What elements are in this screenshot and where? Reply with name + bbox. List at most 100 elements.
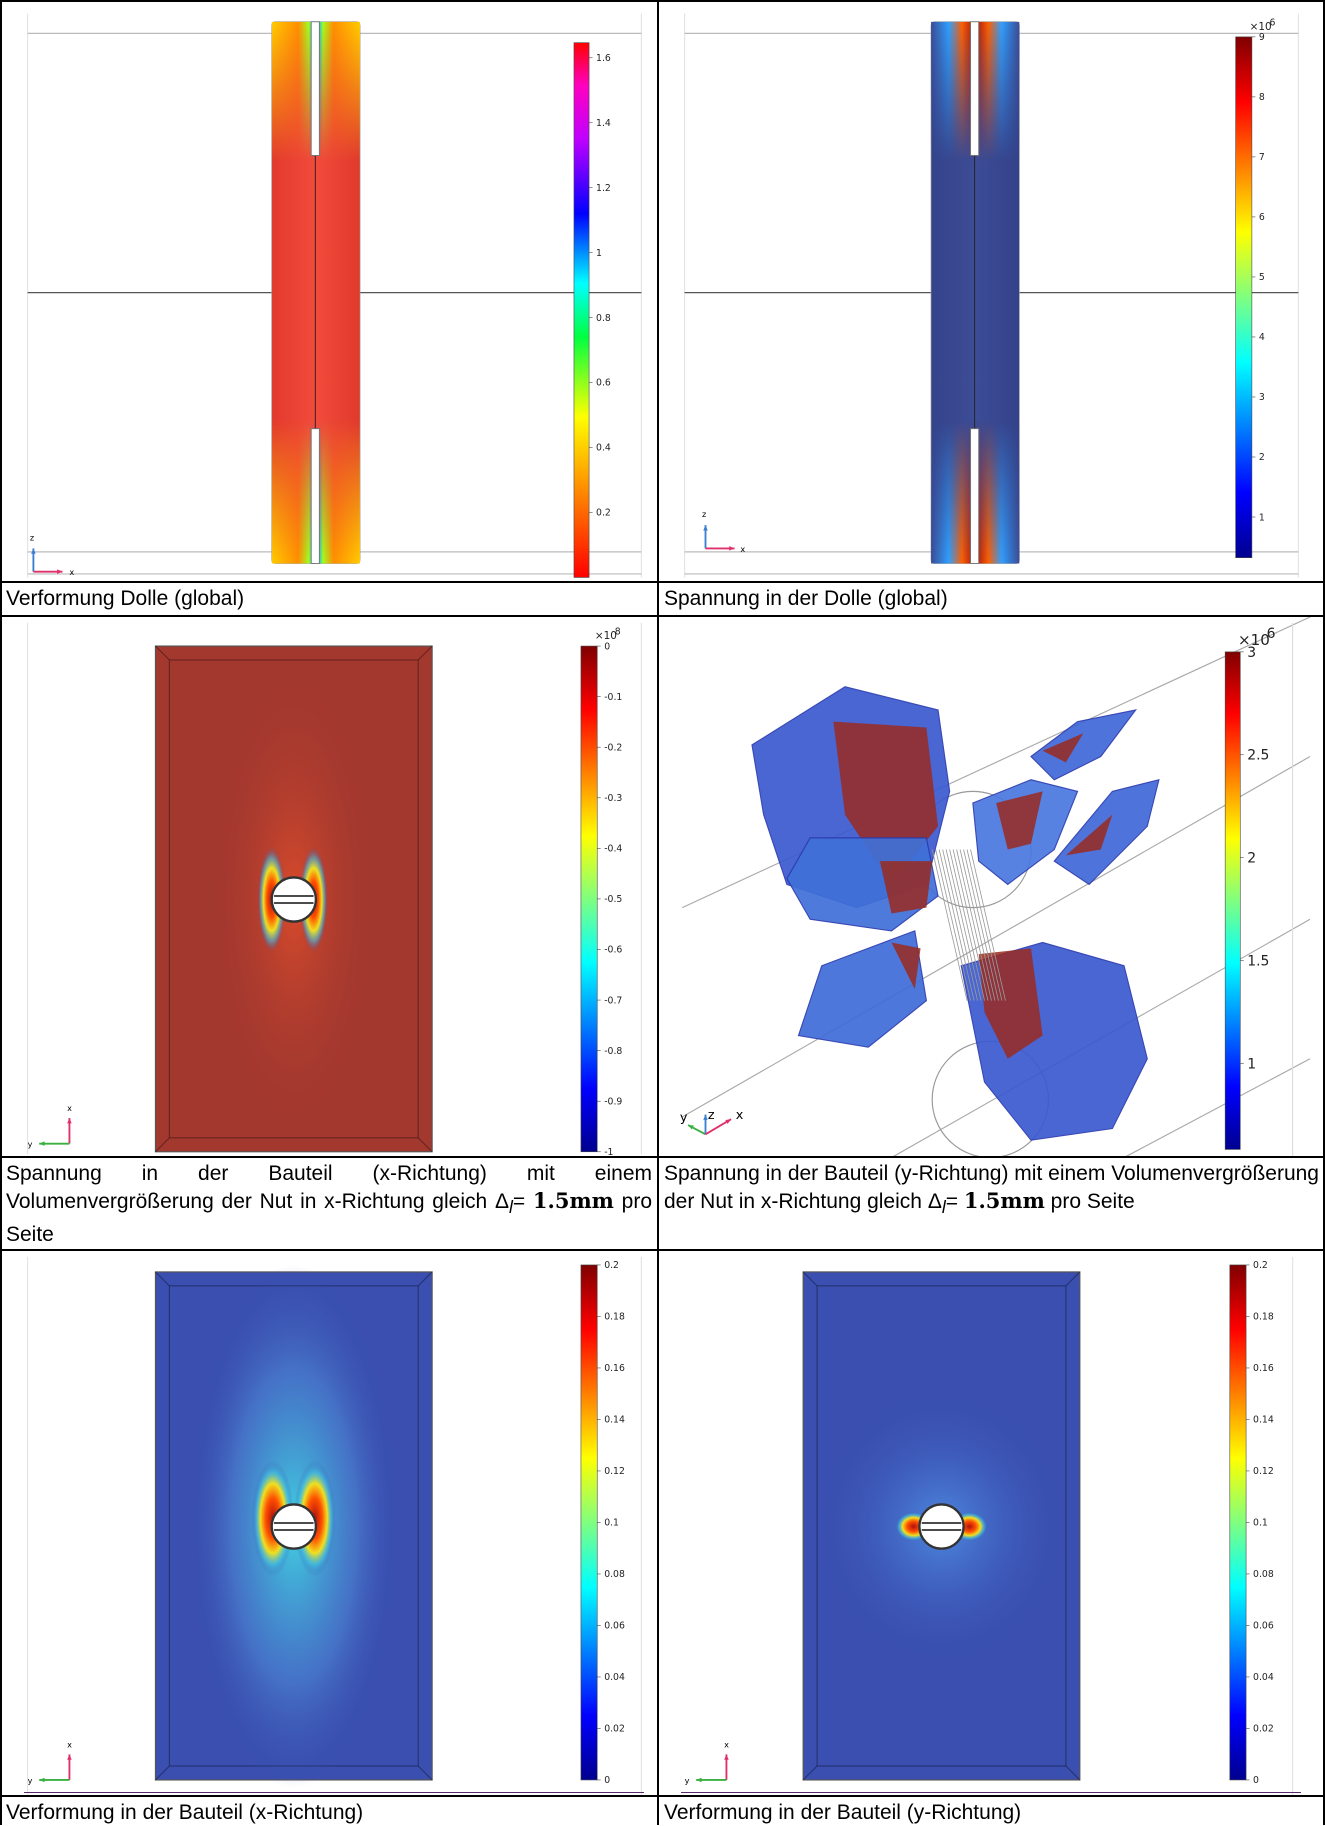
colorbar-multiplier: ×10 <box>1250 21 1272 33</box>
caption: Verformung Dolle (global) <box>6 587 245 610</box>
slot <box>970 21 980 156</box>
caption: Verformung in der Bauteil (x-Richtung) <box>6 1801 364 1824</box>
colorbar-label: 0.04 <box>604 1672 625 1683</box>
plate-edge <box>417 1765 433 1781</box>
math-subscript: l <box>508 1197 513 1218</box>
table-border <box>0 581 1325 583</box>
grid-line <box>1125 1058 1311 1156</box>
image-underline <box>24 1792 644 1793</box>
colorbar-label: 0.1 <box>1253 1518 1268 1529</box>
math-symbol: Δ <box>494 1190 509 1213</box>
colorbar-label: 1.5 <box>1247 953 1269 969</box>
colorbar <box>573 42 590 578</box>
caption-tail: pro Seite <box>1050 1190 1135 1213</box>
colorbar-label: 0.02 <box>604 1724 625 1735</box>
stress-hotspot <box>996 791 1043 850</box>
colorbar-exponent: 8 <box>615 626 621 637</box>
plate-edge <box>1065 1765 1081 1781</box>
figure-image: 0 -0.1 -0.2 -0.3 -0.4 -0.5 -0.6 -0.7 -0.8 -0.9 -1 ×… <box>26 622 642 1156</box>
caption-text: Spannung in der Bauteil (y-Richtung) mit… <box>664 1162 1319 1213</box>
math-equals: = <box>512 1190 526 1213</box>
figure-image: 0.2 0.18 0.16 0.14 0.12 0.1 0.08 0.06 0.04 0.02 0 x… <box>685 1256 1294 1795</box>
colorbar-label: 1 <box>1259 512 1265 523</box>
mesh-line <box>942 849 978 1001</box>
colorbar-label: -0.2 <box>604 742 622 753</box>
axis-label: x <box>724 1739 729 1749</box>
mesh-line <box>945 849 982 1001</box>
colorbar-label: 3 <box>1247 645 1256 661</box>
colorbar-label: 2 <box>1247 851 1256 867</box>
colorbar-label: 0.12 <box>1253 1466 1274 1477</box>
axis-label: y <box>28 1775 33 1785</box>
colorbar-label: 0.16 <box>604 1363 625 1374</box>
stress-surface <box>797 930 928 1048</box>
math-amount: 1.5mm <box>532 1188 614 1213</box>
colorbar-exponent: 6 <box>1269 17 1275 28</box>
table-border <box>1323 0 1325 1825</box>
caption-tail: pro Seite <box>6 1190 653 1247</box>
caption: Spannung in der Bauteil (x-Richtung) mit… <box>0 1157 658 1250</box>
axis-arrow-head <box>67 1118 72 1124</box>
axis-arrow-head <box>67 1754 72 1760</box>
axis-label: z <box>702 509 706 519</box>
mesh-line <box>963 849 999 1001</box>
colorbar-label: 0.18 <box>1253 1312 1274 1323</box>
plate-edge <box>155 1137 170 1153</box>
table-border <box>657 0 659 1825</box>
mesh-line <box>938 849 975 1001</box>
caption: Spannung in der Bauteil (y-Richtung) mit… <box>658 1157 1325 1250</box>
mesh-line <box>966 849 1003 1001</box>
colorbar-label: -0.1 <box>604 692 622 703</box>
stress-hotspot <box>978 948 1043 1059</box>
colorbar-label: 0.12 <box>604 1466 625 1477</box>
caption: Spannung in der Dolle (global) <box>664 587 948 610</box>
table-border <box>0 615 1325 617</box>
plate-frame <box>168 659 419 1139</box>
axis-arrow-head <box>57 569 63 574</box>
axis-label: z <box>708 1108 715 1123</box>
colorbar-exponent: 6 <box>1267 626 1276 642</box>
colorbar <box>580 645 598 1153</box>
plate-edge <box>155 645 170 661</box>
colorbar-label: 1.6 <box>596 53 611 64</box>
table-border <box>0 1795 1325 1797</box>
stress-hotspot <box>1042 733 1084 763</box>
math-equals: = <box>945 1190 958 1213</box>
math-subscript: l <box>941 1197 946 1218</box>
plate-edge <box>802 1765 818 1781</box>
colorbar-label: -0.5 <box>604 894 622 905</box>
colorbar-label: -0.3 <box>604 793 622 804</box>
colorbar-label: 0.4 <box>596 443 611 454</box>
axis-label: z <box>30 532 34 542</box>
colorbar-label: 2 <box>1259 452 1265 463</box>
table-border <box>0 1156 1325 1158</box>
colorbar-label: 0.16 <box>1253 1363 1274 1374</box>
mesh-line <box>935 849 971 1001</box>
colorbar-label: 5 <box>1259 272 1265 283</box>
colorbar-label: 6 <box>1259 212 1265 223</box>
mesh-line <box>956 849 992 1001</box>
colorbar-multiplier: ×10 <box>1238 631 1270 649</box>
colorbar-label: 4 <box>1259 332 1265 343</box>
mesh-line <box>952 849 989 1001</box>
colorbar-label: 0.14 <box>1253 1415 1274 1426</box>
mesh-line <box>959 849 996 1001</box>
axis-arrow-head <box>39 1777 45 1783</box>
colorbar-label: 0.14 <box>604 1415 625 1426</box>
colorbar-label: 0.8 <box>596 313 611 324</box>
axis-arrow-head <box>725 1119 732 1124</box>
axis-label: x <box>67 1739 72 1749</box>
caption: Verformung in der Bauteil (y-Richtung) <box>664 1801 1022 1824</box>
colorbar-label: -0.6 <box>604 945 622 956</box>
axis-arrow-head <box>703 1114 708 1120</box>
axis-arrow-head <box>703 525 708 531</box>
axis-arrow-head <box>39 1141 45 1146</box>
axis-label: x <box>69 567 74 577</box>
colorbar-label: 0.6 <box>596 378 611 389</box>
mesh-line <box>931 849 968 1001</box>
colorbar-label: 1.2 <box>596 183 611 194</box>
plate-edge <box>802 1271 818 1287</box>
colorbar-label: 3 <box>1259 392 1265 403</box>
